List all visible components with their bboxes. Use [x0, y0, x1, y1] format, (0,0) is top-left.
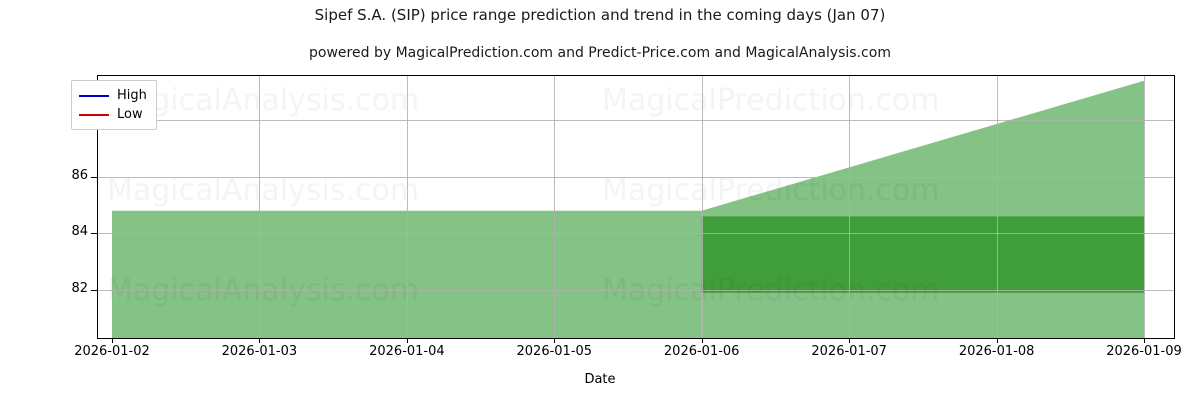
grid-line-vertical — [554, 75, 556, 338]
chart-subtitle: powered by MagicalPrediction.com and Pre… — [309, 45, 891, 61]
grid-line-vertical — [849, 75, 851, 338]
legend-swatch-low — [79, 113, 109, 116]
y-tick-mark — [91, 176, 97, 178]
grid-line-vertical — [996, 75, 998, 338]
x-tick-mark — [554, 338, 556, 343]
forecast-core-band — [701, 216, 1144, 293]
legend-item-high: High — [79, 86, 147, 105]
x-tick-mark — [996, 338, 998, 343]
y-tick-label: 82 — [71, 280, 88, 296]
x-tick-mark — [701, 338, 703, 343]
x-tick-mark — [1144, 338, 1145, 343]
x-tick-label: 2026-01-07 — [811, 344, 887, 359]
axis-left-spine — [97, 75, 98, 339]
plot-area: MagicalAnalysis.comMagicalPrediction.com… — [97, 75, 1174, 338]
legend-label-low: Low — [117, 107, 143, 122]
axis-right-spine — [1174, 75, 1175, 339]
x-tick-label: 2026-01-03 — [221, 344, 298, 359]
legend-swatch-high — [79, 94, 109, 97]
grid-line-horizontal — [97, 233, 1174, 235]
grid-line-horizontal — [97, 289, 1174, 291]
grid-line-horizontal — [97, 176, 1174, 178]
chart-title: Sipef S.A. (SIP) price range prediction … — [314, 6, 886, 24]
x-tick-mark — [849, 338, 851, 343]
grid-line-vertical — [259, 75, 261, 338]
x-tick-label: 2026-01-04 — [369, 344, 445, 359]
grid-line-vertical — [1144, 75, 1145, 338]
x-tick-label: 2026-01-08 — [958, 344, 1035, 359]
x-tick-mark — [406, 338, 408, 343]
x-axis-label: Date — [584, 372, 616, 387]
y-tick-label: 86 — [71, 167, 88, 183]
axis-bottom-spine — [97, 338, 1175, 339]
y-tick-mark — [91, 233, 97, 235]
y-tick-mark — [91, 289, 97, 291]
x-tick-label: 2026-01-09 — [1106, 344, 1182, 359]
grid-line-vertical — [406, 75, 408, 338]
x-tick-label: 2026-01-02 — [74, 344, 150, 359]
x-tick-mark — [112, 338, 113, 343]
x-tick-label: 2026-01-06 — [663, 344, 740, 359]
x-tick-label: 2026-01-05 — [516, 344, 593, 359]
legend-label-high: High — [117, 88, 147, 103]
chart-legend: High Low — [71, 80, 157, 130]
grid-line-vertical — [701, 75, 703, 338]
legend-item-low: Low — [79, 105, 147, 124]
x-tick-mark — [259, 338, 261, 343]
y-tick-label: 84 — [71, 224, 88, 240]
grid-line-horizontal — [97, 120, 1174, 122]
axis-top-spine — [97, 75, 1175, 76]
